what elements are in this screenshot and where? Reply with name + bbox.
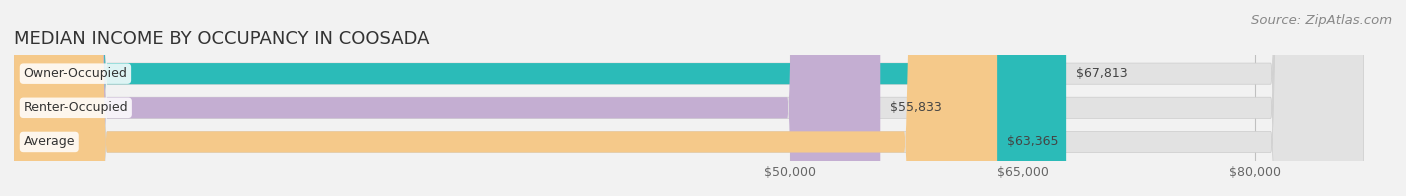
- FancyBboxPatch shape: [14, 0, 1066, 196]
- Text: $67,813: $67,813: [1076, 67, 1128, 80]
- FancyBboxPatch shape: [14, 0, 1364, 196]
- FancyBboxPatch shape: [14, 0, 1364, 196]
- FancyBboxPatch shape: [14, 0, 880, 196]
- Text: $63,365: $63,365: [1007, 135, 1059, 148]
- Text: Owner-Occupied: Owner-Occupied: [24, 67, 128, 80]
- Text: $55,833: $55,833: [890, 101, 942, 114]
- FancyBboxPatch shape: [14, 0, 997, 196]
- Text: MEDIAN INCOME BY OCCUPANCY IN COOSADA: MEDIAN INCOME BY OCCUPANCY IN COOSADA: [14, 30, 430, 48]
- Text: Source: ZipAtlas.com: Source: ZipAtlas.com: [1251, 14, 1392, 27]
- Text: Renter-Occupied: Renter-Occupied: [24, 101, 128, 114]
- FancyBboxPatch shape: [14, 0, 1364, 196]
- Text: Average: Average: [24, 135, 75, 148]
